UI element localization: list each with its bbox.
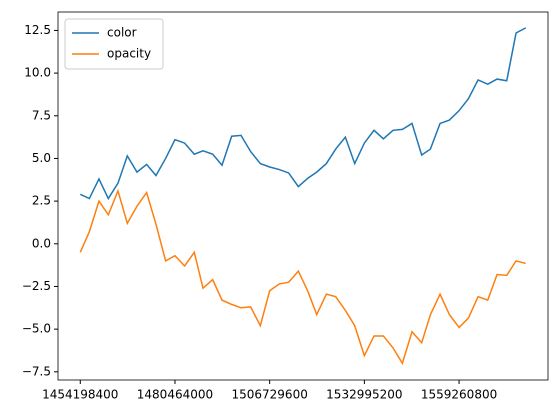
y-tick-label: −2.5 [22, 279, 51, 293]
legend-label: opacity [107, 47, 151, 61]
y-tick-label: 7.5 [32, 108, 51, 122]
y-tick-label: 12.5 [24, 23, 51, 37]
x-tick-label: 1559260800 [421, 388, 497, 402]
x-tick-label: 1480464000 [137, 388, 213, 402]
x-tick-label: 1506729600 [231, 388, 307, 402]
y-tick-label: 10.0 [24, 66, 51, 80]
y-tick-label: −7.5 [22, 364, 51, 378]
line [79, 188, 526, 366]
axes-frame [57, 11, 549, 381]
x-tick-label: 1454198400 [42, 388, 118, 402]
line [79, 27, 527, 201]
x-tick-label: 1532995200 [326, 388, 402, 402]
y-tick-label: 5.0 [32, 151, 51, 165]
y-tick-label: 2.5 [32, 194, 51, 208]
legend-box [64, 18, 164, 70]
y-tick-label: −5.0 [22, 322, 51, 336]
y-tick-label: 0.0 [32, 236, 51, 250]
legend-label: color [107, 26, 137, 40]
